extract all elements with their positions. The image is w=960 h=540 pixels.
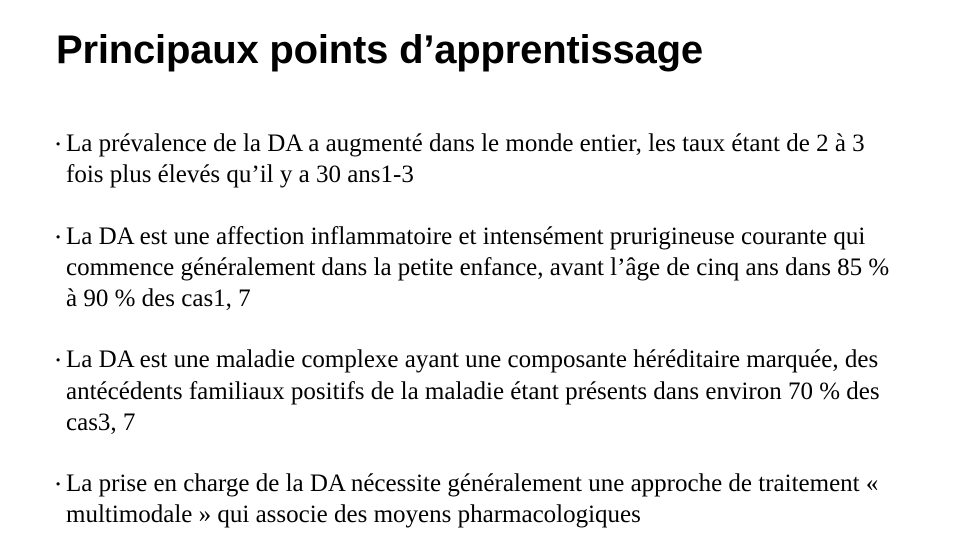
- list-item: La prévalence de la DA a augmenté dans l…: [56, 128, 904, 191]
- list-item: La DA est une maladie complexe ayant une…: [56, 344, 904, 438]
- slide: Principaux points d’apprentissage La pré…: [0, 0, 960, 540]
- list-item: La DA est une affection inflammatoire et…: [56, 221, 904, 315]
- slide-title: Principaux points d’apprentissage: [56, 28, 904, 72]
- list-item: La prise en charge de la DA nécessite gé…: [56, 468, 904, 531]
- bullet-text: La prévalence de la DA a augmenté dans l…: [66, 130, 865, 188]
- bullet-text: La DA est une maladie complexe ayant une…: [66, 346, 880, 436]
- bullet-list: La prévalence de la DA a augmenté dans l…: [56, 128, 904, 531]
- bullet-text: La DA est une affection inflammatoire et…: [66, 223, 889, 313]
- bullet-text: La prise en charge de la DA nécessite gé…: [66, 470, 878, 528]
